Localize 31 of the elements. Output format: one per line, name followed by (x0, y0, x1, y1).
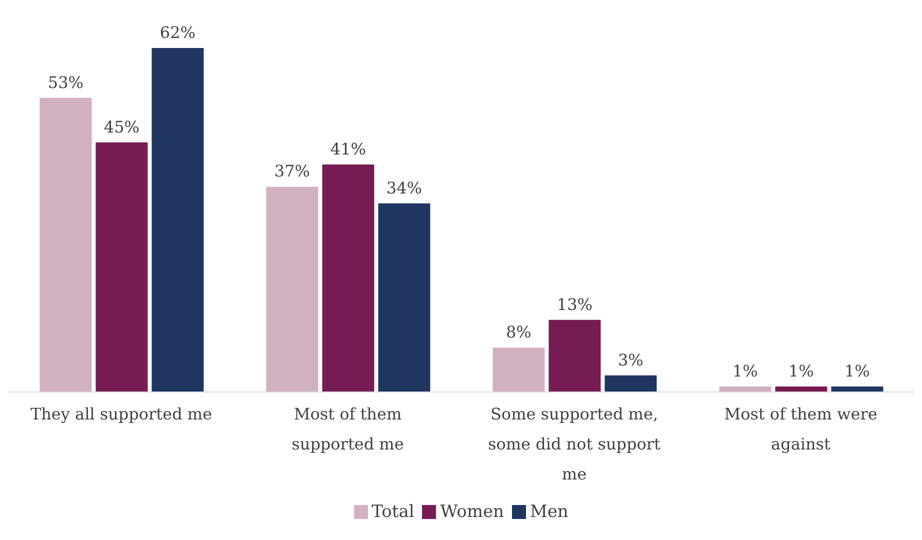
bar (548, 320, 601, 392)
bar (604, 375, 657, 392)
data-label: 1% (844, 361, 870, 380)
x-tick-label: They all supported me (30, 404, 212, 424)
bar (152, 48, 204, 392)
x-tick-label: Most of them were against (724, 404, 878, 454)
bar (96, 142, 148, 392)
data-label: 41% (330, 140, 366, 159)
data-label: 8% (506, 322, 532, 342)
x-tick-label: Some supported me, some did not support me (488, 404, 662, 484)
bar (492, 348, 545, 392)
bar (775, 386, 828, 392)
data-label: 45% (104, 117, 140, 136)
bar (719, 386, 772, 392)
bar (266, 186, 318, 392)
data-label: 1% (732, 361, 758, 380)
bar (40, 98, 92, 392)
legend-label: Total (370, 502, 414, 522)
bar (831, 386, 884, 392)
bar (322, 164, 374, 392)
data-label: 13% (556, 294, 592, 314)
data-label: 37% (274, 162, 310, 181)
legend-label: Men (528, 502, 568, 522)
data-label: 34% (386, 178, 422, 198)
x-tick-label: Most of them supported me (292, 404, 404, 454)
data-label: 62% (160, 23, 196, 42)
data-label: 3% (618, 350, 644, 370)
data-label: 53% (48, 72, 84, 92)
bar (378, 203, 430, 392)
legend-label: Women (439, 502, 504, 522)
data-label: 1% (788, 361, 814, 380)
